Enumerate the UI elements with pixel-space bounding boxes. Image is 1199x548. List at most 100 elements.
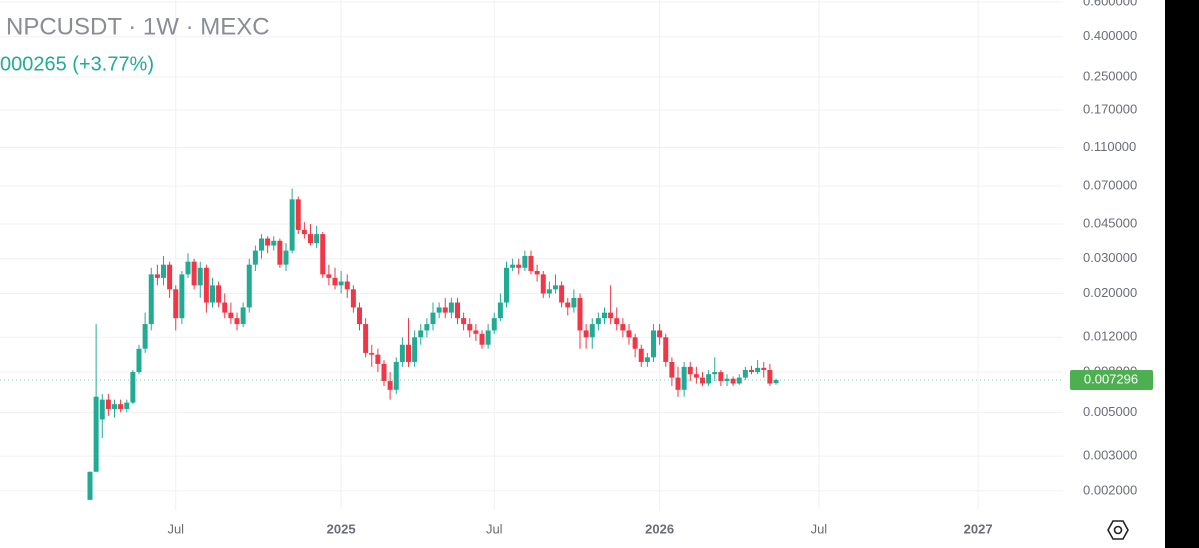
candle-body: [644, 357, 650, 362]
candle-body: [185, 261, 191, 275]
candle-body: [142, 324, 148, 349]
candle-body: [387, 381, 393, 390]
candle-body: [179, 274, 185, 319]
candle-body: [730, 378, 736, 384]
x-tick-label: 2026: [645, 521, 674, 536]
candle-body: [455, 302, 460, 319]
candle-body: [369, 352, 375, 355]
y-tick-label: 0.003000: [1083, 448, 1137, 463]
candle-body: [712, 372, 718, 375]
candle-body: [350, 289, 356, 308]
candle-body: [461, 318, 467, 325]
candle-body: [467, 324, 473, 331]
candle-body: [314, 234, 320, 244]
candle-body: [718, 372, 724, 382]
candle-body: [136, 348, 142, 373]
candle-body: [210, 285, 215, 303]
candle-body: [105, 399, 111, 409]
candle-body: [308, 234, 313, 244]
candle-body: [424, 324, 430, 331]
candle-body: [406, 344, 411, 362]
y-tick-label: 0.002000: [1083, 482, 1137, 497]
candle-body: [516, 264, 522, 268]
candle-body: [528, 255, 534, 272]
settings-icon[interactable]: [1107, 520, 1129, 540]
candle-body: [87, 471, 93, 500]
candle-body: [118, 404, 124, 409]
candle-body: [559, 285, 565, 303]
candle-body: [344, 281, 350, 290]
candle-body: [736, 377, 742, 384]
candle-body: [216, 285, 222, 303]
y-tick-label: 0.030000: [1083, 250, 1137, 265]
candle-body: [228, 312, 234, 319]
candle-body: [167, 264, 173, 290]
candle-body: [706, 374, 712, 384]
last-price-label: 0.007296: [1084, 371, 1138, 386]
candle-body: [749, 369, 754, 373]
candle-body: [320, 234, 326, 275]
settings-hexagon: [1107, 520, 1129, 540]
y-tick-label: 0.070000: [1083, 178, 1137, 193]
candle-body: [363, 324, 369, 353]
candle-body: [259, 238, 264, 251]
background: [0, 0, 1165, 548]
axis: 0.600000 0.400000 0.250000 0.170000 0.110000…: [0, 0, 1153, 536]
candle-body: [197, 267, 203, 286]
candle-body: [124, 402, 130, 409]
candle-body: [773, 379, 779, 384]
candle-body: [430, 312, 436, 325]
y-tick-label: 0.170000: [1083, 102, 1137, 117]
candle-body: [767, 369, 773, 384]
candle-body: [252, 250, 258, 265]
candle-body: [479, 333, 485, 345]
candle-body: [675, 377, 681, 390]
symbol-title: NPCUSDT · 1W · MEXC: [6, 13, 270, 40]
candle-body: [565, 302, 571, 308]
candle-body: [93, 396, 99, 472]
candle-body: [583, 330, 589, 338]
candle-body: [669, 361, 675, 378]
candle-body: [173, 289, 179, 319]
candle-body: [277, 240, 283, 265]
candle-body: [412, 337, 418, 362]
candle-body: [448, 302, 454, 313]
candle-body: [614, 318, 620, 325]
candle-body: [399, 344, 405, 362]
y-tick-label: 0.005000: [1083, 404, 1137, 419]
candle-body: [589, 324, 595, 338]
candle-body: [510, 264, 516, 268]
x-tick-label: 2025: [327, 521, 356, 536]
candle-body: [99, 399, 105, 420]
candle-body: [553, 285, 558, 290]
candle-body: [632, 337, 638, 349]
candle-body: [191, 261, 197, 286]
candle-body: [375, 354, 381, 364]
candle-body: [436, 307, 442, 313]
candle-body: [602, 312, 607, 319]
candle-body: [681, 366, 687, 390]
candle-body: [522, 255, 528, 268]
candle-body: [265, 238, 271, 246]
candle-body: [148, 274, 154, 325]
y-tick-label: 0.012000: [1083, 329, 1137, 344]
x-tick-label: Jul: [486, 521, 503, 536]
x-tick-label: Jul: [811, 521, 828, 536]
candle-body: [663, 337, 669, 362]
candle-body: [700, 377, 705, 384]
candle-body: [546, 289, 552, 294]
candle-body: [161, 264, 166, 278]
x-tick-label: Jul: [167, 521, 184, 536]
y-tick-label: 0.250000: [1083, 68, 1137, 83]
candle-body: [742, 369, 748, 378]
candle-body: [693, 374, 699, 378]
candle-body: [473, 330, 479, 334]
candle-body: [112, 404, 117, 409]
candle-body: [687, 366, 693, 375]
y-tick-label: 0.020000: [1083, 285, 1137, 300]
x-tick-label: 2027: [964, 521, 993, 536]
last-price-box: [1070, 369, 1153, 390]
candle-body: [724, 378, 730, 382]
price-change: 000265 (+3.77%): [0, 53, 154, 75]
